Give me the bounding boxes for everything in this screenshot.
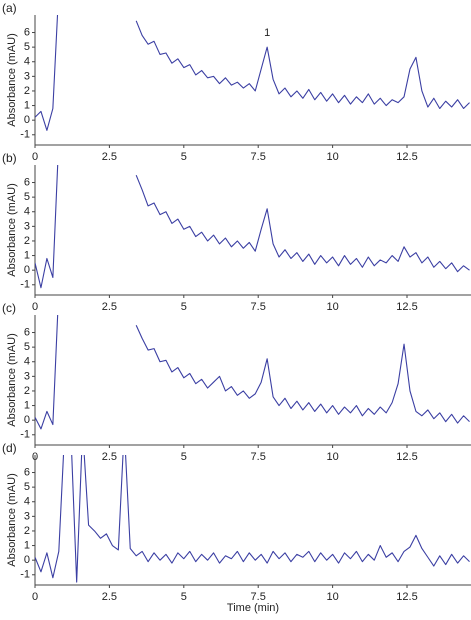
panel-label: (d) bbox=[2, 441, 17, 455]
y-tick-label: -1 bbox=[20, 129, 30, 141]
x-axis-label: Time (min) bbox=[227, 602, 279, 614]
y-tick-label: 0 bbox=[24, 414, 30, 426]
y-tick-label: -1 bbox=[20, 569, 30, 581]
y-tick-label: 3 bbox=[24, 220, 30, 232]
x-tick-label: 10 bbox=[326, 301, 338, 313]
x-tick-label: 7.5 bbox=[251, 151, 266, 163]
x-tick-label: 5 bbox=[181, 451, 187, 463]
y-tick-label: 5 bbox=[24, 341, 30, 353]
y-tick-label: 3 bbox=[24, 370, 30, 382]
panel-label: (b) bbox=[2, 151, 17, 165]
x-tick-label: 5 bbox=[181, 301, 187, 313]
x-tick-label: 10 bbox=[326, 591, 338, 603]
y-tick-label: 5 bbox=[24, 191, 30, 203]
y-tick-label: 6 bbox=[24, 26, 30, 38]
x-tick-label: 12.5 bbox=[396, 151, 417, 163]
y-tick-label: 0 bbox=[24, 264, 30, 276]
y-tick-label: 3 bbox=[24, 70, 30, 82]
y-tick-label: 5 bbox=[24, 481, 30, 493]
y-tick-label: 1 bbox=[24, 99, 30, 111]
y-axis-label: Absorbance (mAU) bbox=[6, 183, 18, 277]
y-axis-label: Absorbance (mAU) bbox=[6, 473, 18, 567]
y-tick-label: 1 bbox=[24, 399, 30, 411]
x-tick-label: 7.5 bbox=[251, 591, 266, 603]
panel-label: (c) bbox=[2, 301, 16, 315]
y-tick-label: 2 bbox=[24, 85, 30, 97]
trace bbox=[35, 315, 470, 430]
y-tick-label: 0 bbox=[24, 114, 30, 126]
x-tick-label: 2.5 bbox=[102, 451, 117, 463]
trace bbox=[35, 165, 470, 289]
y-tick-label: -1 bbox=[20, 279, 30, 291]
y-tick-label: 2 bbox=[24, 235, 30, 247]
y-tick-label: -1 bbox=[20, 429, 30, 441]
y-tick-label: 4 bbox=[24, 206, 30, 218]
y-tick-label: 2 bbox=[24, 525, 30, 537]
y-tick-label: 6 bbox=[24, 176, 30, 188]
y-tick-label: 4 bbox=[24, 356, 30, 368]
x-tick-label: 10 bbox=[326, 451, 338, 463]
x-tick-label: 0 bbox=[32, 301, 38, 313]
y-tick-label: 4 bbox=[24, 56, 30, 68]
x-tick-label: 12.5 bbox=[396, 451, 417, 463]
y-tick-label: 3 bbox=[24, 510, 30, 522]
y-tick-label: 0 bbox=[24, 554, 30, 566]
x-tick-label: 2.5 bbox=[102, 591, 117, 603]
y-tick-label: 6 bbox=[24, 326, 30, 338]
x-tick-label: 5 bbox=[181, 151, 187, 163]
y-tick-label: 2 bbox=[24, 385, 30, 397]
x-tick-label: 7.5 bbox=[251, 301, 266, 313]
x-tick-label: 0 bbox=[32, 151, 38, 163]
x-tick-label: 5 bbox=[181, 591, 187, 603]
trace bbox=[35, 15, 470, 131]
y-tick-label: 5 bbox=[24, 41, 30, 53]
panel-label: (a) bbox=[2, 1, 17, 15]
x-tick-label: 12.5 bbox=[396, 301, 417, 313]
y-axis-label: Absorbance (mAU) bbox=[6, 333, 18, 427]
peak-annotation: 1 bbox=[264, 27, 270, 39]
y-axis-label: Absorbance (mAU) bbox=[6, 33, 18, 127]
x-tick-label: 10 bbox=[326, 151, 338, 163]
y-tick-label: 4 bbox=[24, 496, 30, 508]
x-tick-label: 7.5 bbox=[251, 451, 266, 463]
x-tick-label: 0 bbox=[32, 591, 38, 603]
y-tick-label: 1 bbox=[24, 249, 30, 261]
x-tick-label: 2.5 bbox=[102, 301, 117, 313]
y-tick-label: 1 bbox=[24, 539, 30, 551]
x-tick-label: 2.5 bbox=[102, 151, 117, 163]
x-tick-label: 12.5 bbox=[396, 591, 417, 603]
trace bbox=[35, 455, 470, 583]
y-tick-label: 6 bbox=[24, 466, 30, 478]
